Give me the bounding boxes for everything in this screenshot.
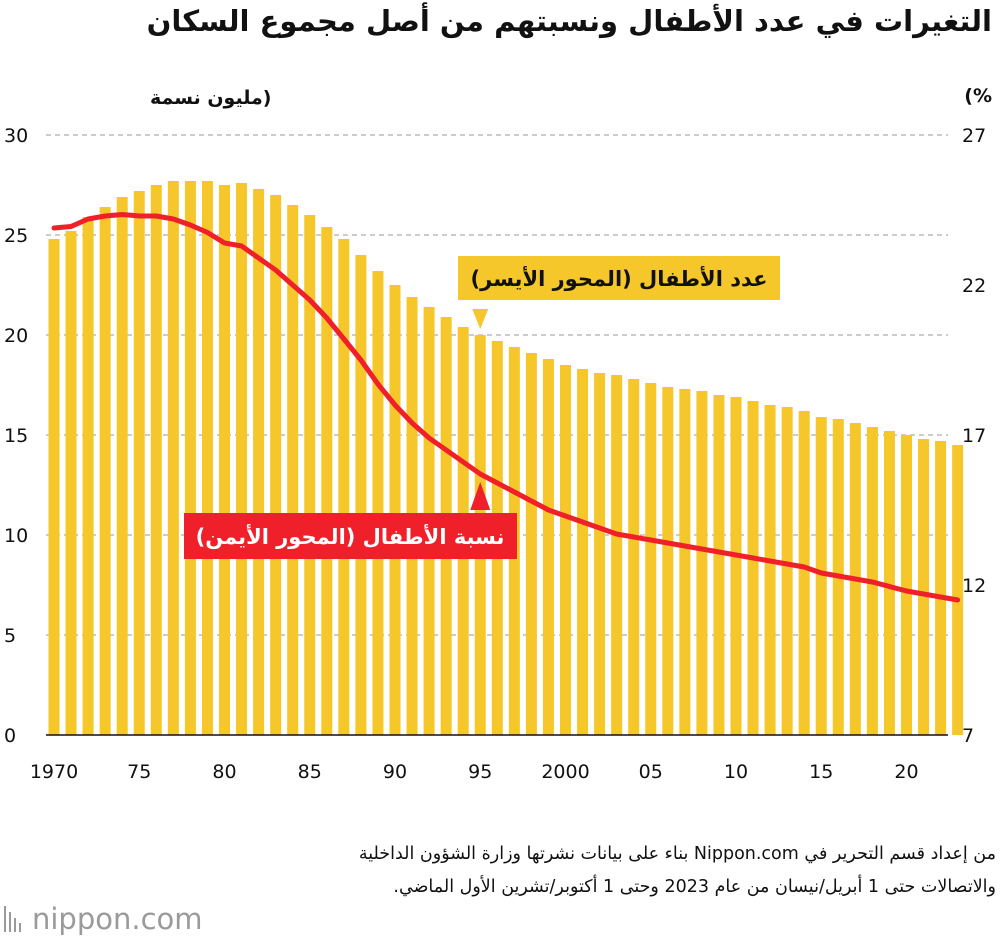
bar-callout-box (458, 256, 780, 300)
bar (883, 431, 895, 735)
bar (935, 441, 947, 735)
left-tick-label: 0 (4, 725, 16, 747)
bar (764, 405, 776, 735)
bar (184, 181, 196, 735)
right-tick-label: 17 (962, 425, 986, 447)
bar (270, 195, 282, 735)
ratio-line (51, 212, 961, 603)
bar (389, 285, 401, 735)
bar (65, 231, 77, 735)
left-tick-label: 15 (4, 425, 28, 447)
bar (201, 181, 213, 735)
x-tick-label: 15 (809, 761, 833, 783)
logo[interactable]: nippon.com (4, 902, 203, 939)
bar (577, 369, 589, 735)
line-callout-pointer (470, 482, 491, 510)
bar (611, 375, 623, 735)
left-axis-label: (مليون نسمة (150, 87, 271, 109)
bar (815, 417, 827, 735)
x-tick-label: 05 (639, 761, 663, 783)
x-tick-label: 1970 (30, 761, 78, 783)
bar-series-label: عدد الأطفال (المحور الأيسر) (471, 265, 768, 291)
bar (901, 435, 912, 735)
left-tick-label: 5 (4, 625, 16, 647)
x-tick-label: 2000 (541, 761, 589, 783)
line-callout-box (184, 513, 517, 559)
left-tick-label: 25 (4, 225, 28, 247)
left-tick-label: 30 (4, 125, 28, 147)
bar (338, 239, 350, 735)
left-tick-label: 10 (4, 525, 28, 547)
logo-text: nippon.com (32, 902, 203, 936)
bar (525, 353, 537, 735)
bar (236, 183, 248, 735)
bar (730, 397, 742, 735)
bar (662, 387, 674, 735)
source-note: من إعداد قسم التحرير في Nippon.com بناء … (358, 844, 996, 897)
x-tick-label: 10 (724, 761, 748, 783)
bar (372, 271, 384, 735)
bar (679, 389, 691, 735)
bar (133, 191, 145, 735)
bar (713, 395, 725, 735)
bar (321, 227, 333, 735)
callouts: عدد الأطفال (المحور الأيسر) نسبة الأطفال … (184, 256, 780, 559)
bar (747, 401, 759, 735)
bar (542, 359, 554, 735)
line-series-label: نسبة الأطفال (المحور الأيمن) (196, 523, 505, 549)
bar (99, 207, 111, 735)
bar-callout-pointer (472, 309, 489, 329)
left-tick-label: 20 (4, 325, 28, 347)
bar (628, 379, 640, 735)
x-tick-label: 85 (298, 761, 322, 783)
bar (287, 205, 299, 735)
chart-title: التغيرات في عدد الأطفال ونسبتهم من أصل م… (146, 4, 992, 38)
x-tick-label: 20 (894, 761, 918, 783)
bar (696, 391, 708, 735)
x-tick-label: 80 (212, 761, 236, 783)
right-axis-label: (% (964, 85, 992, 107)
bar (253, 189, 265, 735)
bar (798, 411, 810, 735)
bar (167, 181, 179, 735)
bar (48, 239, 60, 735)
right-tick-label: 7 (962, 725, 974, 747)
bar (355, 255, 367, 735)
bar (116, 197, 128, 735)
bar (781, 407, 793, 735)
nippon-bars-icon (4, 905, 24, 939)
x-tick-label: 90 (383, 761, 407, 783)
line-series (51, 212, 961, 603)
x-tick-label: 95 (468, 761, 492, 783)
bar (304, 215, 316, 735)
bar (150, 185, 162, 735)
x-tick-label: 75 (127, 761, 151, 783)
right-tick-label: 22 (962, 275, 986, 297)
bar (952, 445, 964, 735)
bar (82, 217, 94, 735)
bar (560, 365, 571, 735)
right-tick-label: 12 (962, 575, 986, 597)
bar (645, 383, 657, 735)
bar (594, 373, 606, 735)
bar (219, 185, 230, 735)
right-tick-label: 27 (962, 125, 986, 147)
bar (918, 439, 930, 735)
